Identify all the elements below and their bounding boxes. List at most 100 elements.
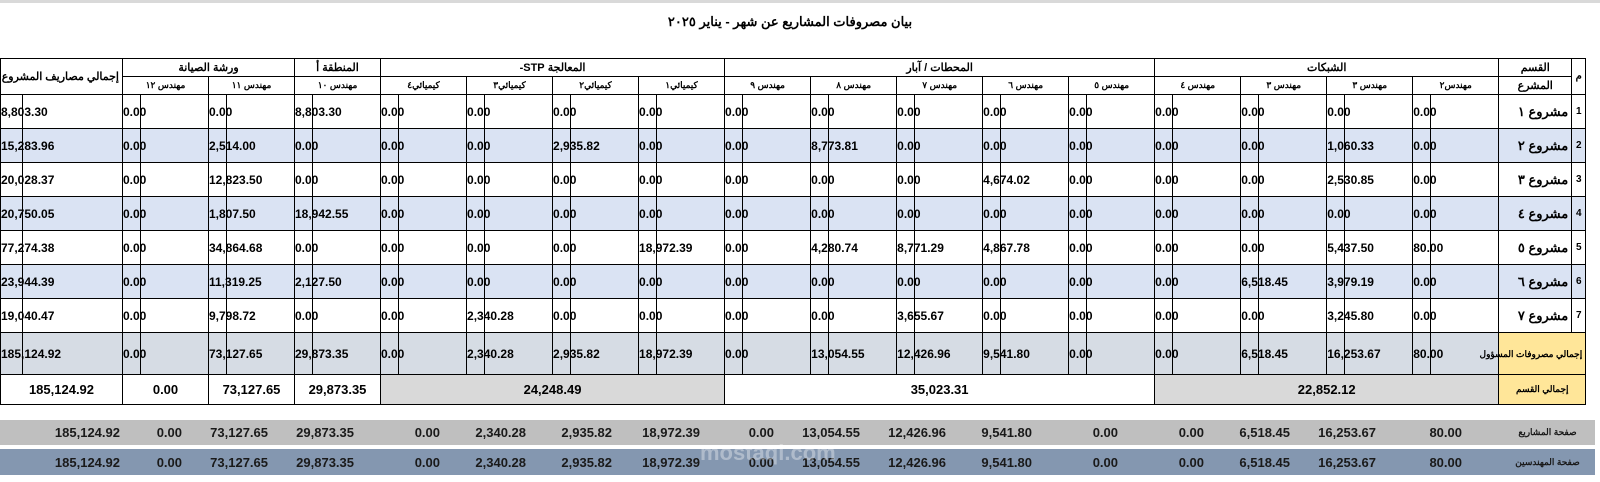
value-cell: 0.00 <box>724 128 748 163</box>
value-cell: 0.00 <box>122 196 146 231</box>
band-value: 29,873.35 <box>296 454 354 470</box>
group-header: الشبكات <box>1154 58 1500 77</box>
spacer-cell <box>1086 264 1155 299</box>
spacer-cell <box>398 128 467 163</box>
band-value: 185,124.92 <box>54 425 120 440</box>
spacer-cell <box>312 128 381 163</box>
value-cell: 0.00 <box>724 196 748 231</box>
value-cell: 0.00 <box>896 94 921 129</box>
section-total-row: إجمالي القسم 22,852.12 35,023.31 24,248.49 2… <box>0 374 1587 405</box>
value-cell: 18,942.55 <box>294 196 348 231</box>
value-cell: 0.00 <box>122 128 146 163</box>
value-cell: 18,972.39 <box>638 230 692 265</box>
spacer-cell <box>1000 298 1069 333</box>
index-header: م <box>1571 58 1587 95</box>
value-cell: 0.00 <box>379 332 404 375</box>
top-border <box>0 0 1600 3</box>
spacer-cell <box>914 264 983 299</box>
responsible-grand-total: 185,124.92 <box>0 332 61 375</box>
spacer-cell <box>22 298 123 333</box>
spacer-cell <box>1086 332 1155 375</box>
page-title: بيان مصروفات المشاريع عن شهر - يناير ٢٠٢… <box>667 14 913 29</box>
value-cell: 8,803.30 <box>294 94 342 129</box>
value-cell: 80.00 <box>1412 332 1443 375</box>
stations-total: 35,023.31 <box>724 374 1156 405</box>
project-name: مشروع ٧ <box>1498 298 1573 333</box>
spacer-cell <box>1258 94 1327 129</box>
band-value: 80.00 <box>1429 425 1462 440</box>
spacer-cell <box>312 298 381 333</box>
spacer-cell <box>1258 128 1327 163</box>
value-cell: 0.00 <box>1412 128 1437 163</box>
value-cell: 9,798.72 <box>208 298 256 333</box>
value-cell: 0.00 <box>1240 162 1265 197</box>
spacer-cell <box>398 162 467 197</box>
band-value: 2,340.28 <box>475 425 526 440</box>
spacer-cell <box>1172 264 1241 299</box>
band-value: 2,340.28 <box>475 454 526 470</box>
spacer-cell <box>1086 162 1155 197</box>
spacer-cell <box>1000 264 1069 299</box>
spacer-cell <box>1430 128 1499 163</box>
networks-total: 22,852.12 <box>1154 374 1500 405</box>
value-cell: 0.00 <box>1154 94 1179 129</box>
spacer-cell <box>656 94 725 129</box>
value-cell: 0.00 <box>466 128 490 163</box>
spacer-cell <box>914 332 983 375</box>
spacer-cell <box>484 230 553 265</box>
value-cell: 0.00 <box>724 332 748 375</box>
spacer-cell <box>398 196 467 231</box>
spacer-cell <box>1086 128 1155 163</box>
value-cell: 0.00 <box>1068 128 1093 163</box>
spacer-cell <box>1086 230 1155 265</box>
value-cell: 12,823.50 <box>208 162 262 197</box>
band-value: 0.00 <box>1178 454 1204 470</box>
spacer-cell <box>1258 196 1327 231</box>
area-a-total: 29,873.35 <box>294 374 381 405</box>
spacer-cell <box>1430 264 1499 299</box>
project-total-cell: 23,944.39 <box>0 264 54 299</box>
spacer-cell <box>1430 230 1499 265</box>
spacer-cell <box>1344 162 1413 197</box>
band-label: صفحة المهندسين <box>1515 456 1580 467</box>
value-cell: 0.00 <box>982 264 1007 299</box>
value-cell: 0.00 <box>1068 332 1093 375</box>
spacer-cell <box>398 332 467 375</box>
value-cell: 0.00 <box>294 298 318 333</box>
value-cell: 0.00 <box>1240 128 1265 163</box>
spacer-cell <box>570 94 639 129</box>
table-row: 4 مشروع ٤ 0.00 0.00 0.00 0.00 0.00 0.00 0.00 0.00… <box>0 196 1587 231</box>
value-cell: 0.00 <box>466 162 490 197</box>
spacer-cell <box>570 128 639 163</box>
spacer-cell <box>312 264 381 299</box>
value-cell: 0.00 <box>379 128 404 163</box>
band-value: 6,518.45 <box>1239 454 1290 470</box>
spacer-cell <box>1344 230 1413 265</box>
value-cell: 0.00 <box>638 128 662 163</box>
value-cell: 3,655.67 <box>896 298 944 333</box>
spacer-cell <box>226 264 295 299</box>
value-cell: 0.00 <box>379 94 404 129</box>
value-cell: 5,437.50 <box>1326 230 1374 265</box>
spacer-cell <box>1172 298 1241 333</box>
value-cell: 0.00 <box>724 298 748 333</box>
value-cell: 80.00 <box>1412 230 1443 265</box>
band-value: 73,127.65 <box>210 454 268 470</box>
band-value: 13,054.55 <box>802 454 860 470</box>
spacer-cell <box>570 332 639 375</box>
value-cell: 8,771.29 <box>896 230 944 265</box>
engineer-header: مهندس ٤ <box>1154 76 1242 95</box>
spacer-cell <box>1172 196 1241 231</box>
band-value: 18,972.39 <box>642 425 700 440</box>
section-header: القسم <box>1498 58 1573 77</box>
group-header: المنطقة أ <box>294 58 381 77</box>
spacer-cell <box>1258 230 1327 265</box>
value-cell: 0.00 <box>1068 298 1093 333</box>
spacer-cell <box>226 196 295 231</box>
value-cell: 16,253.67 <box>1326 332 1381 375</box>
value-cell: 0.00 <box>810 94 835 129</box>
value-cell: 0.00 <box>896 264 921 299</box>
spacer-cell <box>22 332 123 375</box>
group-header: ورشة الصيانة <box>122 58 295 77</box>
value-cell: 0.00 <box>810 264 835 299</box>
